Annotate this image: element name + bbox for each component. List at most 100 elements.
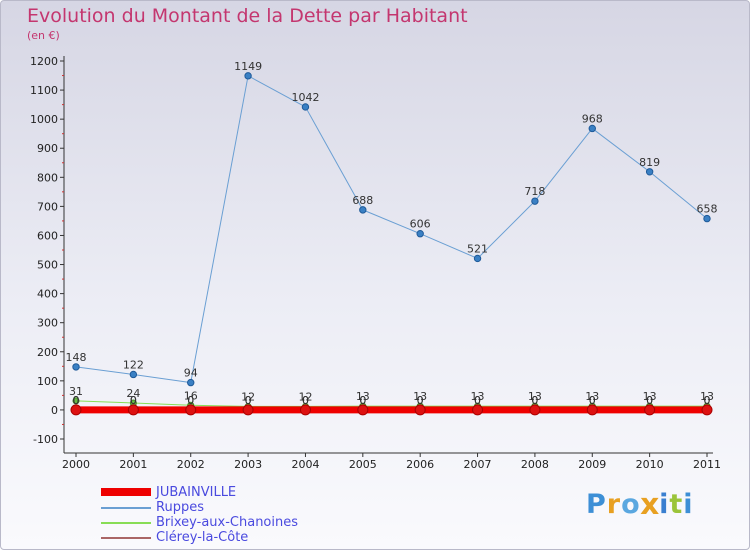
y-tick-label: 500: [37, 259, 58, 272]
data-label: 0: [302, 394, 309, 407]
legend-swatch: [101, 537, 151, 539]
data-point: [645, 168, 654, 176]
data-label: 718: [524, 185, 545, 198]
data-label: 0: [245, 394, 252, 407]
data-point: [357, 404, 369, 416]
y-tick-label: 900: [37, 142, 58, 155]
data-label: 0: [474, 394, 481, 407]
data-label: 0: [130, 394, 137, 407]
data-label: 0: [474, 394, 481, 407]
y-tick-label: 200: [37, 346, 58, 359]
data-label: 0: [359, 394, 366, 407]
x-tick-label: 2006: [406, 458, 434, 471]
data-label: 12: [298, 390, 312, 403]
legend: JUBAINVILLE Ruppes Brixey-aux-Chanoines Clé…: [101, 485, 361, 545]
data-label: 0: [417, 394, 424, 407]
data-point: [187, 378, 195, 387]
series-line-brixey-aux-chanoines: [75, 400, 707, 407]
legend-label: JUBAINVILLE: [156, 485, 237, 500]
data-point: [72, 363, 80, 371]
data-label: 0: [73, 394, 80, 407]
data-label: 0: [589, 394, 596, 407]
data-label: 819: [639, 156, 660, 169]
data-label: 13: [471, 390, 485, 403]
series-line-ruppes: [75, 75, 708, 384]
data-label: 0: [646, 394, 653, 407]
x-tick-label: 2009: [578, 458, 606, 471]
x-tick-label: 2005: [349, 458, 377, 471]
data-point: [242, 404, 254, 416]
data-label: 968: [582, 112, 603, 125]
data-label: 688: [352, 194, 373, 207]
data-label: 606: [410, 218, 431, 231]
data-label: 13: [356, 390, 370, 403]
y-tick-label: 300: [37, 317, 58, 330]
data-point: [72, 397, 80, 405]
data-point: [359, 206, 367, 214]
y-tick-label: 600: [37, 229, 58, 242]
data-point: [472, 404, 484, 416]
x-tick-label: 2004: [291, 458, 319, 471]
legend-item: Brixey-aux-Chanoines: [101, 515, 361, 530]
data-point: [129, 370, 138, 379]
data-point: [703, 214, 711, 223]
data-label: 13: [643, 390, 657, 403]
legend-swatch: [101, 522, 151, 524]
legend-item: JUBAINVILLE: [101, 485, 361, 500]
data-label: 0: [704, 394, 711, 407]
legend-label: Ruppes: [156, 500, 204, 515]
data-point: [529, 404, 541, 416]
data-label: 94: [184, 367, 198, 380]
data-label: 0: [130, 394, 137, 407]
x-tick-label: 2000: [62, 458, 90, 471]
data-point: [244, 72, 252, 80]
y-tick-label: 400: [37, 288, 58, 301]
data-label: 0: [73, 394, 80, 407]
data-point: [299, 404, 311, 416]
data-point: [473, 254, 482, 263]
y-tick-label: 1000: [30, 113, 58, 126]
data-label: 0: [589, 394, 596, 407]
data-label: 16: [184, 389, 198, 402]
data-label: 1042: [291, 91, 319, 104]
data-label: 24: [126, 387, 140, 400]
data-label: 13: [700, 390, 714, 403]
data-label: 1149: [234, 60, 262, 73]
data-point: [416, 230, 424, 238]
x-tick-label: 2007: [464, 458, 492, 471]
legend-swatch: [101, 488, 151, 496]
data-point: [185, 404, 197, 416]
y-tick-label: 100: [37, 375, 58, 388]
data-label: 521: [467, 242, 488, 255]
legend-item: Clérey-la-Côte: [101, 530, 361, 545]
y-tick-label: 800: [37, 171, 58, 184]
x-tick-label: 2010: [636, 458, 664, 471]
brand-logo: Proxiti: [586, 487, 694, 522]
data-point: [531, 197, 539, 205]
chart-title: Evolution du Montant de la Dette par Hab…: [27, 5, 468, 27]
y-tick-label: 700: [37, 200, 58, 213]
x-tick-label: 2003: [234, 458, 262, 471]
data-point: [414, 404, 426, 416]
legend-item: Ruppes: [101, 500, 361, 515]
x-tick-label: 2001: [119, 458, 147, 471]
data-point: [127, 404, 139, 416]
data-point: [301, 103, 310, 111]
data-point: [586, 404, 598, 416]
data-label: 13: [528, 390, 542, 403]
data-label: 12: [241, 390, 255, 403]
y-tick-label: 1200: [30, 55, 58, 68]
unit-label: (en €): [27, 29, 60, 42]
data-label: 0: [187, 394, 194, 407]
x-tick-label: 2002: [177, 458, 205, 471]
data-label: 0: [359, 394, 366, 407]
data-point: [644, 404, 656, 416]
legend-swatch: [101, 507, 151, 509]
data-label: 658: [697, 203, 718, 216]
data-point: [588, 124, 596, 133]
data-label: 122: [123, 358, 144, 371]
y-tick-label: -100: [33, 433, 58, 446]
data-point: [701, 404, 713, 416]
